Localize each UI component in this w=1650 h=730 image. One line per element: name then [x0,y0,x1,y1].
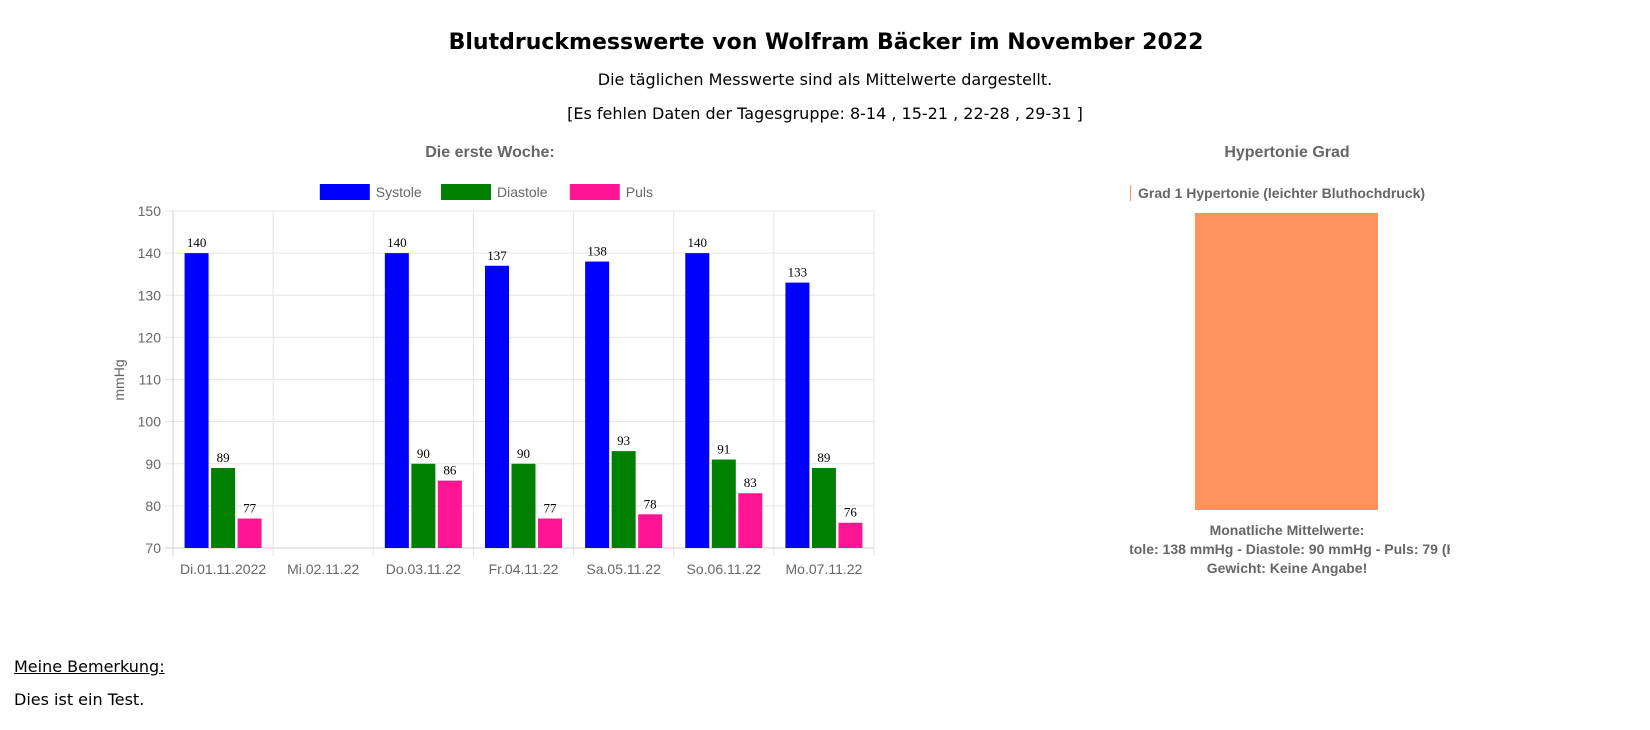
x-tick-label: Mi.02.11.22 [287,561,359,577]
page-title: Blutdruckmesswerte von Wolfram Bäcker im… [448,30,1204,55]
legend-swatch-puls[interactable] [569,184,620,200]
bar-diastole[interactable] [211,467,236,548]
y-axis-label: mmHg [111,359,127,400]
data-label: 140 [688,235,708,250]
data-label: 138 [587,244,607,259]
data-label: 140 [187,235,207,250]
legend-label-puls[interactable]: Puls [626,184,653,200]
chart-grid: 150 140 130 120 110 100 90 80 70 Di.01.11.2022 Mi.… [138,203,875,577]
data-label: 77 [544,501,558,516]
y-tick-label: 130 [138,287,162,303]
x-tick-label: So.06.11.22 [687,561,762,577]
bar-puls[interactable] [237,518,262,548]
hypertension-chart: Hypertonie Grad Grad 1 Hypertonie (leich… [1130,144,1450,576]
x-tick-label: Sa.05.11.22 [586,561,661,577]
week-bar-chart: Die erste Woche: Systole Diastole Puls 150… [111,144,875,577]
bar-puls[interactable] [437,480,462,548]
data-label: 90 [517,446,530,461]
bar-puls[interactable] [738,493,763,548]
x-tick-label: Do.03.11.22 [386,561,461,577]
data-label: 91 [717,442,730,457]
data-label: 89 [817,450,830,465]
bar-puls[interactable] [838,522,863,548]
bar-systole[interactable] [785,282,810,548]
legend-label[interactable]: Grad 1 Hypertonie (leichter Bluthochdruc… [1138,185,1425,201]
remark-label: Meine Bemerkung: [14,657,165,676]
bar-diastole[interactable] [411,463,436,548]
bar-puls[interactable] [638,514,663,548]
data-label: 133 [788,265,808,280]
legend-swatch[interactable] [1130,185,1131,201]
chart-legend[interactable]: Systole Diastole Puls [319,184,653,200]
bar-diastole[interactable] [611,451,636,548]
data-label: 83 [744,475,757,490]
chart-bars[interactable]: 140 89 77 140 90 86 137 90 77 138 93 78 140 91 83 133 89… [184,235,863,548]
legend-swatch-diastole[interactable] [441,184,491,200]
x-tick-label: Di.01.11.2022 [180,561,266,577]
legend-label-systole[interactable]: Systole [376,184,422,200]
bar-systole[interactable] [685,253,710,548]
page-subtitle: Die täglichen Messwerte sind als Mittelw… [597,70,1053,89]
bar-systole[interactable] [384,253,409,548]
data-label: 93 [617,433,630,448]
bar-systole[interactable] [585,261,610,548]
y-tick-label: 90 [145,456,161,472]
legend-swatch-systole[interactable] [319,184,370,200]
chart-title: Hypertonie Grad [1224,144,1349,161]
bar-systole[interactable] [485,265,509,548]
remark-text: Dies ist ein Test. [14,690,145,709]
bar-diastole[interactable] [511,463,536,548]
data-label: 86 [443,463,457,478]
bar-diastole[interactable] [711,459,736,548]
data-label: 77 [243,501,257,516]
chart-title: Die erste Woche: [425,144,555,161]
bar-diastole[interactable] [811,467,836,548]
data-label: 90 [417,446,430,461]
data-label: 78 [644,496,657,511]
y-tick-label: 150 [138,203,162,219]
y-tick-label: 70 [145,540,161,556]
bar-systole[interactable] [184,253,209,548]
x-tick-label: Fr.04.11.22 [489,561,559,577]
y-tick-label: 140 [138,245,162,261]
y-tick-label: 80 [145,498,161,514]
y-tick-label: 120 [138,329,162,345]
y-tick-label: 100 [138,414,162,430]
data-label: 140 [387,235,407,250]
legend-label-diastole[interactable]: Diastole [497,184,548,200]
footer-line-2: Systole: 138 mmHg - Diastole: 90 mmHg - … [1130,541,1450,557]
bar-puls[interactable] [538,518,562,548]
footer-line-1: Monatliche Mittelwerte: [1210,522,1365,538]
data-label: 76 [844,505,858,520]
footer-line-3: Gewicht: Keine Angabe! [1207,560,1368,576]
data-label: 137 [487,248,507,263]
x-tick-label: Mo.07.11.22 [786,561,863,577]
missing-data-note: [Es fehlen Daten der Tagesgruppe: 8-14 ,… [567,104,1083,123]
data-label: 89 [217,450,230,465]
grade-bar[interactable] [1195,213,1378,510]
y-tick-label: 110 [139,372,162,388]
